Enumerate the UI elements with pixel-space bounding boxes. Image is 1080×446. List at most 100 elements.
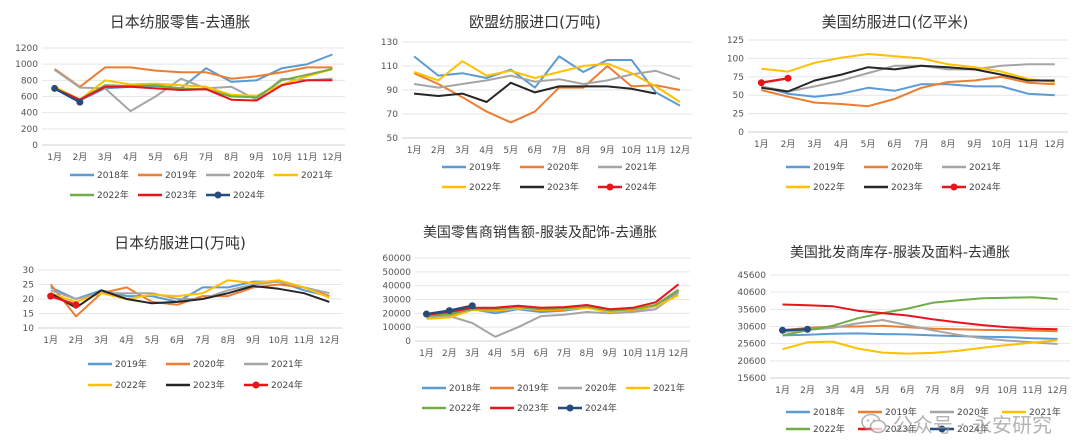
chart-svg: 日本纺服进口(万吨) 10 15 20 25 30 1月 2月 3月 4月 5月 6月 7月 8月 9月 10…	[23, 234, 342, 391]
series-point-2024年	[422, 310, 430, 318]
x-tick-label: 11月	[646, 145, 666, 156]
legend-label: 2019年	[165, 169, 197, 181]
series-point-2024年	[51, 84, 59, 92]
x-tick-label: 9月	[975, 385, 990, 396]
legend-label: 2020年	[585, 382, 617, 394]
x-tick-label: 6月	[174, 152, 189, 163]
chart-panel-3: 美国纺服进口(亿平米) 0 25 50 75 100 125 1月 2月 3月 4月 5月 6月 7月 8月…	[710, 0, 1080, 215]
x-tick-label: 9月	[967, 139, 982, 150]
x-tick-label: 4月	[850, 385, 865, 396]
series-point-2024年	[779, 326, 786, 334]
legend-label: 2020年	[891, 161, 923, 173]
x-tick-label: 12月	[668, 348, 688, 359]
series-line-2020年	[426, 291, 680, 338]
x-tick-label: 11月	[1022, 385, 1042, 396]
series-line-2019年	[761, 83, 1055, 98]
series-line-2023年	[50, 285, 330, 309]
chart-title: 美国纺服进口(亿平米)	[822, 13, 969, 31]
x-tick-label: 2月	[73, 152, 88, 163]
legend-label: 2022年	[813, 181, 845, 193]
y-tick-label: 30000	[382, 296, 411, 306]
legend-label: 2023年	[165, 189, 197, 201]
legend-label: 2024年	[585, 402, 617, 414]
y-tick-label: 90	[387, 86, 399, 96]
x-tick-label: 10月	[622, 348, 642, 359]
y-tick-label: 15600	[737, 374, 766, 384]
chart-svg: 美国零售商销售额-服装及配饰-去通胀 0 10000 20000 30000 40000 5…	[382, 225, 690, 414]
y-tick-label: 125	[727, 36, 744, 46]
y-tick-label: 0	[405, 337, 411, 347]
y-tick-label: 0	[738, 128, 744, 138]
x-tick-label: 3月	[825, 385, 840, 396]
x-tick-label: 7月	[914, 139, 929, 150]
x-tick-label: 10月	[997, 385, 1017, 396]
legend-label: 2020年	[193, 358, 225, 370]
legend-label: 2022年	[469, 181, 501, 193]
y-tick-label: 35600	[737, 305, 766, 315]
series-line-2022年	[782, 296, 1058, 337]
legend-label: 2023年	[193, 379, 225, 391]
x-tick-label: 12月	[670, 145, 690, 156]
legend-marker	[950, 183, 958, 191]
chart-panel-5: 美国零售商销售额-服装及配饰-去通胀 0 10000 20000 30000 40000 5…	[360, 215, 720, 446]
series-line-2023年	[414, 81, 656, 103]
x-tick-label: 11月	[294, 335, 314, 346]
series-point-2024年	[757, 79, 765, 87]
x-tick-label: 5月	[875, 385, 890, 396]
x-tick-label: 1月	[43, 335, 58, 346]
x-tick-label: 12月	[1044, 139, 1064, 150]
legend-marker	[606, 183, 614, 191]
legend-label: 2021年	[1029, 406, 1061, 418]
y-tick-label: 400	[21, 109, 38, 119]
x-tick-label: 2月	[69, 335, 84, 346]
series-line-2024年	[54, 87, 81, 104]
x-tick-label: 7月	[552, 145, 567, 156]
chart-title: 美国批发商库存-服装及面料-去通胀	[790, 245, 1010, 261]
x-tick-label: 4月	[119, 335, 134, 346]
x-tick-label: 9月	[249, 152, 264, 163]
x-tick-label: 11月	[297, 152, 317, 163]
x-tick-label: 6月	[528, 145, 543, 156]
series-point-2024年	[804, 325, 811, 333]
y-tick-label: 30	[23, 266, 35, 276]
x-tick-label: 2月	[431, 145, 446, 156]
legend-label: 2024年	[233, 189, 265, 201]
x-tick-label: 7月	[557, 348, 572, 359]
y-tick-label: 50000	[382, 268, 411, 278]
y-tick-label: 50	[387, 134, 399, 144]
chart-panel-4: 日本纺服进口(万吨) 10 15 20 25 30 1月 2月 3月 4月 5月 6月 7月 8月 9月 10…	[0, 215, 360, 446]
series-point-2024年	[468, 302, 476, 310]
x-tick-label: 5月	[148, 152, 163, 163]
y-tick-label: 75	[733, 73, 744, 83]
legend-label: 2018年	[97, 169, 129, 181]
x-tick-label: 8月	[941, 139, 956, 150]
x-tick-label: 8月	[221, 335, 236, 346]
legend-label: 2023年	[885, 423, 917, 435]
series-line-2024年	[761, 77, 789, 84]
x-tick-label: 3月	[465, 348, 480, 359]
legend-label: 2018年	[449, 382, 481, 394]
x-tick-label: 4月	[488, 348, 503, 359]
chart-title: 美国零售商销售额-服装及配饰-去通胀	[423, 225, 657, 241]
x-tick-label: 6月	[900, 385, 915, 396]
series-line-2022年	[426, 288, 680, 318]
legend-label: 2024年	[957, 423, 989, 435]
y-tick-label: 40000	[382, 282, 411, 292]
y-tick-label: 20	[23, 295, 35, 305]
legend-label: 2021年	[625, 161, 657, 173]
legend-label: 2019年	[813, 161, 845, 173]
chart-title: 日本纺服进口(万吨)	[114, 234, 246, 252]
y-tick-label: 60000	[382, 254, 411, 264]
x-tick-label: 8月	[224, 152, 239, 163]
series-line-2020年	[782, 319, 1058, 345]
x-tick-label: 11月	[1018, 139, 1038, 150]
series-line-2021年	[761, 63, 1055, 93]
x-tick-label: 10月	[272, 152, 292, 163]
y-tick-label: 50	[733, 91, 745, 101]
series-line-2023年	[761, 64, 1055, 93]
y-tick-label: 110	[381, 62, 398, 72]
x-tick-label: 1月	[47, 152, 62, 163]
x-tick-label: 5月	[861, 139, 876, 150]
x-tick-label: 1月	[407, 145, 422, 156]
legend-label: 2020年	[547, 161, 579, 173]
